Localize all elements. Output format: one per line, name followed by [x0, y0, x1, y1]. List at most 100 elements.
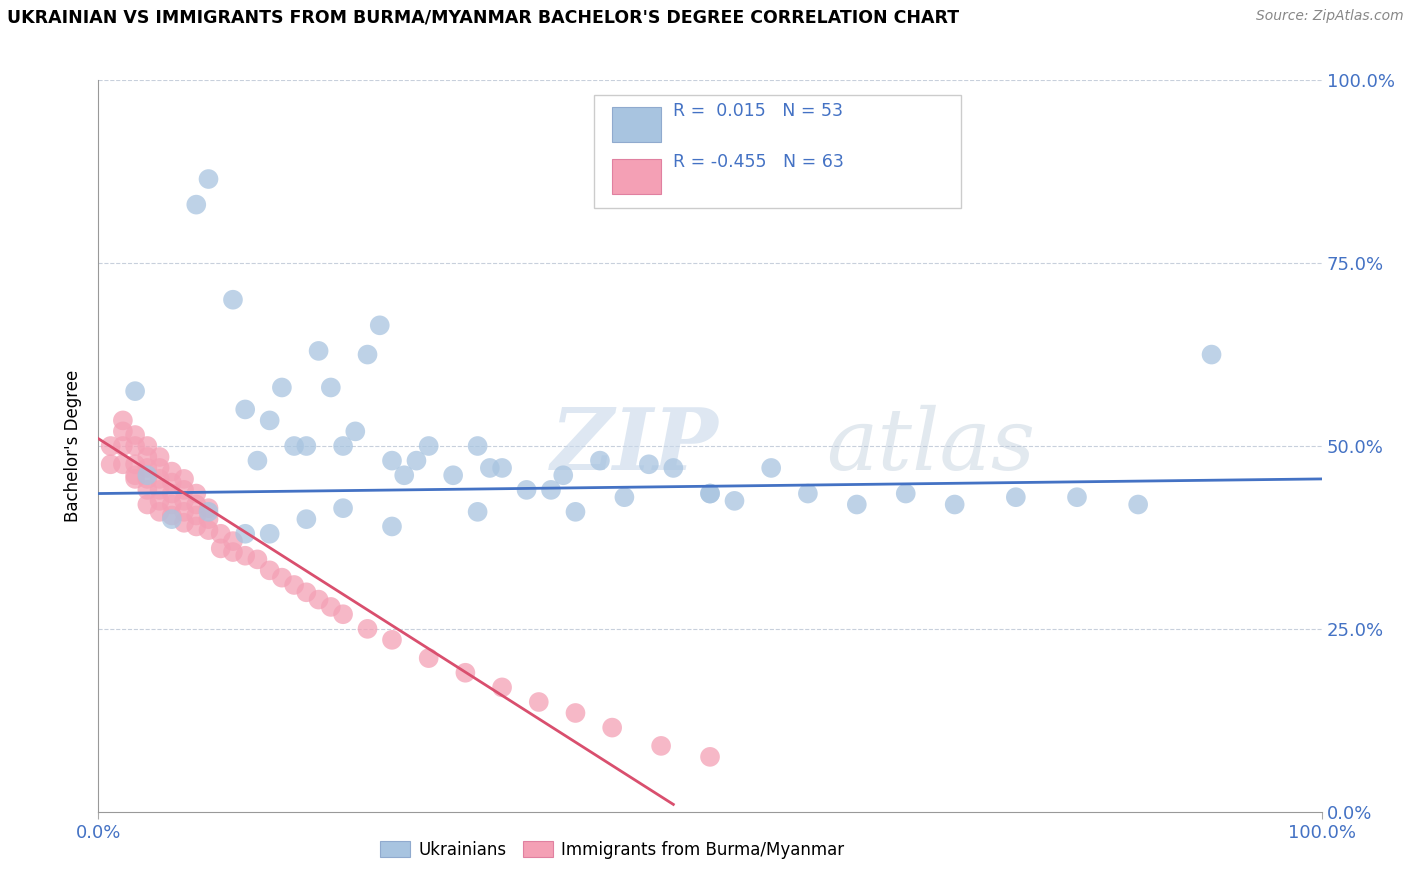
Point	[368, 318, 391, 333]
Point	[136, 439, 159, 453]
Point	[467, 439, 489, 453]
Point	[540, 483, 562, 497]
Point	[319, 599, 342, 614]
Point	[136, 498, 159, 512]
Point	[589, 453, 612, 467]
Point	[209, 541, 232, 556]
Point	[197, 505, 219, 519]
Point	[894, 486, 917, 500]
Point	[124, 428, 146, 442]
Point	[246, 453, 269, 467]
Point	[467, 505, 489, 519]
Point	[136, 461, 159, 475]
Point	[283, 439, 305, 453]
Point	[233, 549, 256, 563]
Bar	[612, 159, 661, 194]
Point	[160, 465, 183, 479]
Point	[186, 519, 208, 533]
Point	[1201, 348, 1223, 362]
Point	[797, 486, 820, 500]
Y-axis label: Bachelor's Degree: Bachelor's Degree	[65, 370, 83, 522]
Point	[638, 458, 661, 472]
Bar	[612, 107, 661, 143]
Point	[136, 483, 159, 497]
Point	[1004, 490, 1026, 504]
FancyBboxPatch shape	[593, 95, 960, 209]
Point	[111, 439, 134, 453]
Text: UKRAINIAN VS IMMIGRANTS FROM BURMA/MYANMAR BACHELOR'S DEGREE CORRELATION CHART: UKRAINIAN VS IMMIGRANTS FROM BURMA/MYANM…	[7, 9, 959, 27]
Point	[136, 472, 159, 486]
Point	[332, 501, 354, 516]
Point	[319, 380, 342, 394]
Point	[111, 425, 134, 439]
Point	[111, 413, 134, 427]
Point	[222, 534, 245, 549]
Point	[233, 402, 256, 417]
Point	[160, 512, 183, 526]
Point	[124, 468, 146, 483]
Point	[173, 483, 195, 497]
Point	[270, 571, 294, 585]
Point	[149, 505, 172, 519]
Point	[124, 439, 146, 453]
Point	[381, 632, 404, 647]
Point	[344, 425, 367, 439]
Point	[209, 526, 232, 541]
Point	[564, 706, 586, 720]
Point	[356, 622, 378, 636]
Point	[295, 585, 318, 599]
Text: Source: ZipAtlas.com: Source: ZipAtlas.com	[1256, 9, 1403, 23]
Point	[197, 523, 219, 537]
Point	[845, 498, 868, 512]
Point	[515, 483, 537, 497]
Point	[283, 578, 305, 592]
Point	[418, 439, 440, 453]
Point	[124, 472, 146, 486]
Point	[259, 413, 281, 427]
Point	[332, 439, 354, 453]
Point	[173, 505, 195, 519]
Point	[173, 472, 195, 486]
Point	[332, 607, 354, 622]
Point	[1066, 490, 1088, 504]
Point	[149, 461, 172, 475]
Point	[124, 458, 146, 472]
Legend: Ukrainians, Immigrants from Burma/Myanmar: Ukrainians, Immigrants from Burma/Myanma…	[373, 834, 851, 865]
Point	[392, 468, 416, 483]
Point	[186, 508, 208, 523]
Point	[478, 461, 501, 475]
Point	[186, 486, 208, 500]
Point	[233, 526, 256, 541]
Text: R =  0.015   N = 53: R = 0.015 N = 53	[673, 102, 844, 120]
Point	[259, 526, 281, 541]
Point	[173, 494, 195, 508]
Point	[491, 461, 513, 475]
Point	[160, 486, 183, 500]
Point	[149, 450, 172, 464]
Point	[699, 749, 721, 764]
Point	[149, 483, 172, 497]
Point	[491, 681, 513, 695]
Point	[222, 293, 245, 307]
Point	[295, 512, 318, 526]
Point	[699, 486, 721, 500]
Text: R = -0.455   N = 63: R = -0.455 N = 63	[673, 153, 844, 171]
Text: ZIP: ZIP	[551, 404, 718, 488]
Point	[100, 458, 122, 472]
Point	[173, 516, 195, 530]
Point	[111, 458, 134, 472]
Point	[186, 498, 208, 512]
Point	[259, 563, 281, 577]
Point	[553, 468, 575, 483]
Point	[222, 545, 245, 559]
Point	[600, 721, 623, 735]
Point	[100, 439, 122, 453]
Point	[613, 490, 636, 504]
Point	[356, 348, 378, 362]
Point	[186, 197, 208, 211]
Point	[381, 453, 404, 467]
Point	[160, 475, 183, 490]
Point	[270, 380, 294, 394]
Point	[124, 384, 146, 399]
Point	[418, 651, 440, 665]
